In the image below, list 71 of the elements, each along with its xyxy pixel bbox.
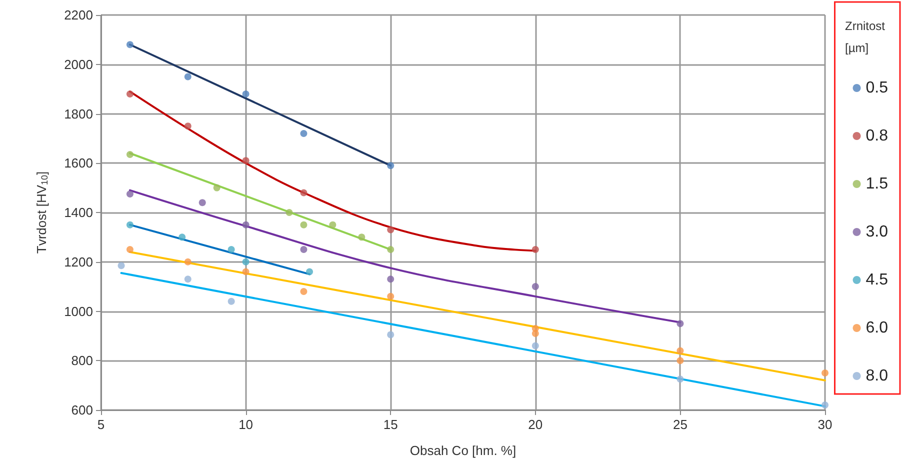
y-tick-label: 1600 bbox=[64, 156, 93, 171]
point bbox=[387, 276, 394, 283]
point bbox=[532, 342, 539, 350]
x-axis-title: Obsah Co [hm. %] bbox=[410, 443, 516, 458]
legend-label: 1.5 bbox=[866, 176, 888, 192]
y-tick-label: 1800 bbox=[64, 106, 93, 122]
y-tick-label: 600 bbox=[71, 402, 93, 418]
point bbox=[300, 246, 308, 254]
x-tick-label: 15 bbox=[383, 417, 398, 432]
point bbox=[198, 199, 206, 206]
point bbox=[184, 73, 192, 80]
point bbox=[300, 189, 308, 196]
point bbox=[676, 347, 684, 354]
point bbox=[532, 330, 539, 337]
y-tick-label: 1200 bbox=[64, 254, 93, 270]
point bbox=[213, 184, 220, 192]
point bbox=[532, 283, 539, 290]
point bbox=[822, 402, 828, 409]
point bbox=[126, 41, 134, 48]
x-tick-label: 10 bbox=[238, 417, 254, 432]
y-axis-title: Tvrdost [HV10] bbox=[34, 171, 50, 254]
y-tick-label: 800 bbox=[71, 353, 93, 368]
point bbox=[329, 221, 336, 228]
point bbox=[242, 157, 250, 164]
point bbox=[676, 320, 684, 328]
legend-label: 0.8 bbox=[866, 128, 888, 144]
point bbox=[387, 246, 394, 254]
legend-label: 6.0 bbox=[866, 320, 888, 336]
point bbox=[126, 246, 134, 254]
point bbox=[387, 162, 394, 170]
point bbox=[242, 90, 250, 98]
x-tick-label: 30 bbox=[818, 417, 832, 432]
y-tick-label: 1000 bbox=[64, 304, 93, 319]
point bbox=[126, 221, 134, 228]
legend-label: 8.0 bbox=[866, 368, 888, 384]
point bbox=[300, 288, 308, 295]
legend-label: 4.5 bbox=[866, 272, 888, 288]
point bbox=[126, 150, 134, 158]
legend-label: 0.5 bbox=[866, 80, 888, 96]
y-tick-label: 2000 bbox=[64, 56, 93, 72]
point bbox=[822, 369, 828, 376]
legend-title: Zrnitost [µm] bbox=[844, 19, 886, 55]
point bbox=[387, 331, 394, 338]
point bbox=[532, 246, 539, 254]
point bbox=[184, 122, 192, 130]
point bbox=[286, 209, 293, 216]
point bbox=[228, 246, 235, 254]
point bbox=[242, 258, 250, 266]
point bbox=[242, 268, 250, 276]
point bbox=[300, 221, 308, 228]
x-tick-label: 20 bbox=[528, 417, 543, 432]
legend-label: 3.0 bbox=[866, 224, 888, 240]
x-tick-label: 25 bbox=[672, 417, 688, 432]
x-tick-label: 5 bbox=[97, 417, 105, 432]
point bbox=[228, 298, 235, 305]
point bbox=[118, 262, 125, 270]
y-tick-label: 1400 bbox=[64, 205, 93, 220]
point bbox=[676, 357, 684, 364]
point bbox=[300, 130, 308, 137]
point bbox=[126, 90, 134, 98]
point bbox=[184, 276, 192, 283]
point bbox=[387, 292, 394, 300]
point bbox=[178, 234, 186, 241]
y-tick-label: 2200 bbox=[64, 8, 93, 22]
point bbox=[387, 226, 394, 234]
point bbox=[306, 268, 314, 276]
point bbox=[126, 190, 134, 198]
point bbox=[676, 376, 684, 383]
point bbox=[184, 258, 192, 266]
point bbox=[358, 234, 366, 241]
point bbox=[242, 221, 250, 228]
